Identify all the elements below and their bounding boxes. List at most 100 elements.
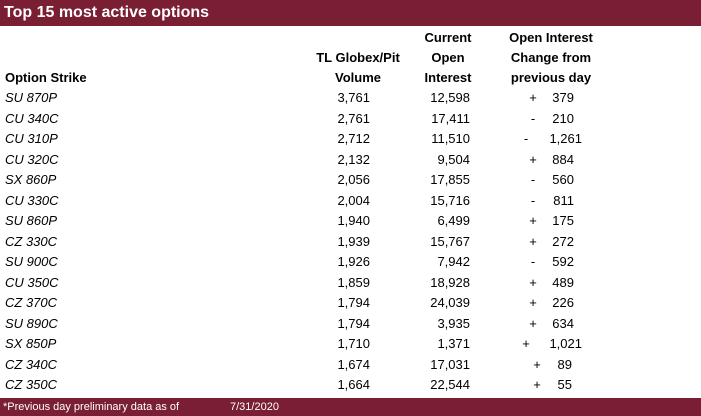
open-interest-cell: 18,928 [430, 274, 470, 290]
volume-cell: 2,712 [337, 131, 370, 146]
volume-cell: 2,056 [337, 172, 370, 187]
options-table-body: SU 870P 3,761 12,598 +379 CU 340C 2,761 17,411… [0, 88, 701, 396]
change-value-cell: 560 [552, 172, 574, 187]
strike-cell: CU 310P [5, 131, 58, 146]
table-row: SU 900C 1,926 7,942 - 592 [0, 252, 701, 273]
open-interest-cell: 17,031 [430, 356, 470, 372]
change-sign-cell: - [530, 110, 536, 126]
volume-cell: 1,940 [337, 213, 370, 228]
table-row: SU 890C 1,794 3,935 +634 [0, 314, 701, 335]
volume-cell: 2,761 [337, 110, 370, 126]
header-volume-line-1: TL Globex/Pit [316, 50, 400, 65]
volume-cell: 1,926 [337, 254, 370, 269]
change-sign-cell: + [529, 90, 537, 105]
table-row: CU 310P 2,712 11,510 - 1,261 [0, 129, 701, 150]
volume-cell: 1,939 [337, 233, 370, 249]
volume-cell: 3,761 [337, 90, 370, 105]
strike-cell: CZ 340C [5, 356, 58, 372]
change-value-cell: 226 [552, 295, 574, 310]
header-volume-line-2: Volume [335, 70, 381, 85]
volume-cell: 1,674 [337, 356, 370, 372]
volume-cell: 1,794 [337, 295, 370, 310]
strike-cell: CZ 330C [5, 233, 58, 249]
table-row: CU 350C 1,859 18,928 +489 [0, 273, 701, 294]
header-chg-line-3: previous day [510, 70, 592, 85]
table-title: Top 15 most active options [0, 0, 701, 26]
volume-cell: 1,794 [337, 315, 370, 331]
footer-bar: *Previous day preliminary data as of 7/3… [0, 398, 701, 416]
change-sign-cell: + [529, 151, 537, 167]
strike-cell: SU 860P [5, 213, 58, 228]
strike-cell: CZ 370C [5, 295, 58, 310]
open-interest-cell: 7,942 [437, 254, 470, 269]
open-interest-cell: 1,371 [437, 336, 470, 351]
table-row: CZ 340C 1,674 17,031 +89 [0, 355, 701, 376]
strike-cell: CU 350C [5, 274, 59, 290]
volume-cell: 1,664 [337, 377, 370, 392]
strike-cell: SU 900C [5, 254, 58, 269]
header-oi-line-3: Interest [424, 70, 472, 85]
strike-cell: CU 320C [5, 151, 59, 167]
change-sign-cell: - [530, 172, 536, 187]
strike-cell: SU 890C [5, 315, 58, 331]
change-value-cell: 1,021 [549, 336, 582, 351]
volume-cell: 1,859 [337, 274, 370, 290]
change-sign-cell: + [522, 336, 530, 351]
change-sign-cell: - [530, 254, 536, 269]
header-volume: TL Globex/Pit Volume [298, 48, 418, 88]
change-value-cell: 210 [552, 110, 574, 126]
change-value-cell: 634 [552, 315, 574, 331]
change-sign-cell: - [530, 192, 536, 208]
table-row: CZ 350C 1,664 22,544 +55 [0, 375, 701, 396]
open-interest-cell: 17,411 [431, 110, 470, 126]
change-value-cell: 592 [552, 254, 574, 269]
table-row: SX 860P 2,056 17,855 - 560 [0, 170, 701, 191]
strike-cell: SU 870P [5, 90, 58, 105]
open-interest-cell: 22,544 [430, 377, 470, 392]
change-value-cell: 89 [557, 356, 572, 372]
change-value-cell: 379 [552, 90, 574, 105]
footer-date: 7/31/2020 [230, 401, 279, 413]
table-row: CU 330C 2,004 15,716 - 811 [0, 191, 701, 212]
volume-cell: 2,004 [337, 192, 370, 208]
change-sign-cell: + [529, 295, 537, 310]
change-sign-cell: + [529, 233, 537, 249]
table-row: CZ 370C 1,794 24,039 +226 [0, 293, 701, 314]
change-sign-cell: + [533, 356, 541, 372]
header-oi-line-2: Open [431, 50, 465, 65]
strike-cell: CU 340C [5, 110, 59, 126]
table-row: CU 320C 2,132 9,504 +884 [0, 150, 701, 171]
open-interest-cell: 9,504 [437, 151, 470, 167]
strike-cell: CU 330C [5, 192, 59, 208]
open-interest-cell: 15,767 [430, 233, 470, 249]
change-value-cell: 811 [553, 192, 574, 208]
change-value-cell: 489 [552, 274, 574, 290]
header-oi-change: Open Interest Change from previous day [490, 28, 612, 88]
open-interest-cell: 3,935 [437, 315, 470, 331]
change-sign-cell: - [523, 131, 529, 146]
table-row: CZ 330C 1,939 15,767 +272 [0, 232, 701, 253]
strike-cell: SX 850P [5, 336, 57, 351]
volume-cell: 1,710 [337, 336, 370, 351]
header-option-strike: Option Strike [5, 70, 87, 85]
open-interest-cell: 12,598 [430, 90, 470, 105]
change-value-cell: 272 [552, 233, 574, 249]
table-row: SX 850P 1,710 1,371 +1,021 [0, 334, 701, 355]
open-interest-cell: 15,716 [430, 192, 470, 208]
header-oi-line-1: Current [424, 30, 472, 45]
change-sign-cell: + [533, 377, 541, 392]
change-sign-cell: + [529, 213, 537, 228]
change-sign-cell: + [529, 274, 537, 290]
open-interest-cell: 24,039 [430, 295, 470, 310]
change-value-cell: 884 [552, 151, 574, 167]
change-sign-cell: + [529, 315, 537, 331]
table-row: CU 340C 2,761 17,411 -210 [0, 109, 701, 130]
change-value-cell: 1,261 [549, 131, 582, 146]
header-chg-line-1: Open Interest [509, 30, 593, 45]
open-interest-cell: 11,510 [431, 131, 470, 146]
header-open-interest: Current Open Interest [418, 28, 478, 88]
header-chg-line-2: Change from [510, 50, 592, 65]
change-value-cell: 175 [552, 213, 574, 228]
change-value-cell: 55 [557, 377, 572, 392]
footer-note: *Previous day preliminary data as of [3, 401, 180, 413]
